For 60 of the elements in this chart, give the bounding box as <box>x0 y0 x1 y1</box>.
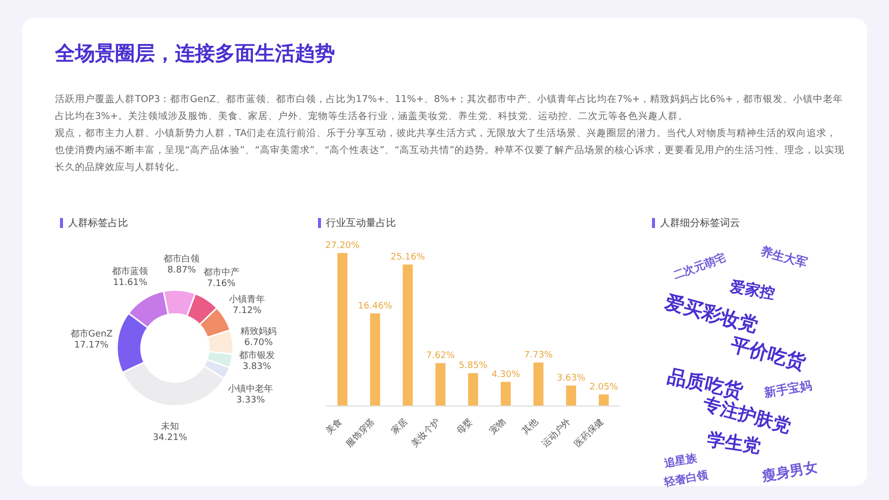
bar <box>402 264 413 406</box>
data-label: 34.21% <box>152 432 188 443</box>
data-label: 2.05% <box>589 382 619 392</box>
text: 爱家控 <box>728 277 776 304</box>
bar <box>337 253 348 406</box>
x-tick-label: 家居 <box>389 416 410 437</box>
x-tick-label: 美妆个护 <box>409 416 442 450</box>
data-label: 17.17% <box>74 340 110 350</box>
text: 二次元萌宅 <box>671 250 728 283</box>
slice-label: 未知 <box>160 420 179 432</box>
text: 活跃用户覆盖人群TOP3：都市GenZ、都市蓝领、都市白领，占比为17%+、11%+、8%+；其次都市中产、小镇青年占比均在7%+，精致妈妈占比6%+，都市银发、小镇中老年占比均在3%+。关注领域涉及服饰、美食、家居、户外、宠物等生活各行业，涵盖美妆党、养生党、科技党、运动控、二次元等各色兴趣人群。 <box>55 93 844 124</box>
slice-label: 都市银发 <box>238 350 275 361</box>
data-label: 3.63% <box>556 374 586 384</box>
data-label: 7.12% <box>232 306 262 316</box>
bar <box>468 373 478 406</box>
data-label: 4.30% <box>491 370 521 380</box>
data-label: 25.16% <box>390 252 426 262</box>
bar <box>598 394 609 406</box>
text: 人群细分标签词云 <box>659 216 741 231</box>
text: 观点，都市主力人群、小镇新势力人群，TA们走在流行前沿、乐于分享互动，彼此共享生活方式，无限放大了生活场景、兴趣圈层的潜力。当代人对物质与精神生活的双向追求，也使消费内涵不断丰富，呈现“高产品体验”、“高审美需求”、“高个性表达”、“高互动共情”的趋势。种草不仅要了解产品场景的核心诉求，更要看见用户的生活习性、理念，以实现长久的品牌效应与人群转化。 <box>55 127 845 175</box>
data-label: 5.85% <box>458 361 488 372</box>
x-tick-label: 运动户外 <box>540 416 574 450</box>
bar <box>566 386 576 406</box>
slice-label: 都市蓝领 <box>112 266 148 277</box>
data-label: 7.62% <box>426 351 456 362</box>
text: 新手宝妈 <box>762 376 814 402</box>
text: 瘦身男女 <box>760 458 820 486</box>
bar <box>370 313 380 406</box>
bar <box>435 363 446 406</box>
data-label: 3.33% <box>236 396 266 406</box>
x-tick-label: 宠物 <box>487 416 508 437</box>
data-label: 6.70% <box>244 338 274 348</box>
slice-label: 小镇青年 <box>229 294 266 305</box>
x-tick-label: 其他 <box>520 416 540 437</box>
data-label: 27.20% <box>325 241 360 251</box>
data-label: 11.61% <box>112 278 148 288</box>
x-tick-label: 美食 <box>324 416 344 437</box>
slice-label: 都市白领 <box>164 253 200 264</box>
data-label: 7.73% <box>524 350 554 361</box>
chart-title: 行业互动量占比 <box>325 216 397 231</box>
slice-label: 精致妈妈 <box>240 326 277 338</box>
x-tick-label: 医药保健 <box>572 416 606 450</box>
slice-label: 都市GenZ <box>70 328 113 340</box>
bar <box>533 362 544 406</box>
x-tick-label: 母婴 <box>454 416 476 437</box>
text: 养生大军 <box>758 243 810 272</box>
data-label: 16.46% <box>358 301 393 312</box>
data-label: 8.87% <box>167 265 196 276</box>
data-label: 3.83% <box>242 362 272 372</box>
text: 追星族 <box>662 450 698 470</box>
text: 平价吃货 <box>728 334 808 376</box>
slice-label: 小镇中老年 <box>228 384 274 395</box>
x-tick-label: 服饰穿搭 <box>344 416 378 450</box>
data-label: 7.16% <box>206 278 236 289</box>
text: 轻奢白领 <box>663 468 709 490</box>
text: 全场景圈层，连接多面生活趋势 <box>55 40 336 67</box>
slice-label: 都市中产 <box>203 266 240 278</box>
text: 学生党 <box>706 429 762 459</box>
bar <box>500 382 511 406</box>
chart-title: 人群标签占比 <box>67 216 129 231</box>
